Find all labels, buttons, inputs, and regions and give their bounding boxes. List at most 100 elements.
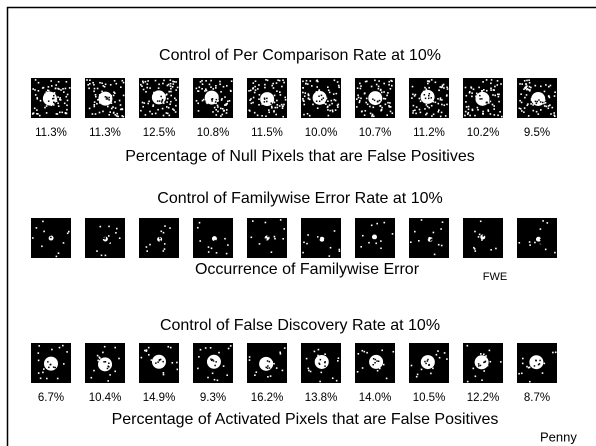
speckle <box>172 86 174 88</box>
speckle <box>114 101 116 103</box>
speckle <box>434 254 436 256</box>
activation-speck <box>160 240 162 242</box>
speckle <box>41 246 43 248</box>
speckle <box>548 105 550 107</box>
speckle <box>276 82 278 84</box>
activation-speck <box>217 236 219 238</box>
speckle <box>337 106 339 108</box>
speckle <box>63 242 65 244</box>
activation <box>372 235 377 240</box>
brain-image <box>193 218 233 258</box>
activation <box>98 357 112 371</box>
speckle <box>336 93 338 95</box>
speckle <box>227 101 229 103</box>
activation <box>475 355 489 369</box>
brain-image <box>409 218 449 258</box>
speckle <box>441 99 443 101</box>
brain-image <box>517 343 557 383</box>
brain-image <box>31 78 71 118</box>
speckle <box>329 92 331 94</box>
speckle <box>478 87 480 89</box>
speckle <box>217 111 219 113</box>
speckle <box>392 233 394 235</box>
activation-speck <box>429 93 431 95</box>
speckle <box>467 381 469 383</box>
speckle <box>527 105 529 107</box>
speckle <box>62 88 64 90</box>
activation-speck <box>214 240 216 242</box>
speckle <box>173 83 175 85</box>
speckle <box>412 112 414 114</box>
speckle <box>424 108 426 110</box>
speckle <box>158 87 160 89</box>
speckle <box>151 113 153 115</box>
speckle <box>446 358 448 360</box>
speckle <box>375 243 377 245</box>
speckle <box>123 82 125 84</box>
speckle <box>412 86 414 88</box>
activation-speck <box>159 100 161 102</box>
speckle <box>393 351 395 353</box>
speckle <box>327 86 329 88</box>
speckle <box>99 112 101 114</box>
speckle <box>115 107 117 109</box>
activation-speck <box>47 361 49 363</box>
speckle <box>46 378 48 380</box>
speckle <box>226 85 228 87</box>
speckle <box>416 376 418 378</box>
activation-speck <box>161 100 163 102</box>
speckle <box>148 347 150 349</box>
speckle <box>306 243 308 245</box>
activation <box>421 90 435 104</box>
activation-speck <box>159 236 161 238</box>
speckle <box>122 80 124 82</box>
speckle <box>524 80 526 82</box>
speckle <box>431 115 433 117</box>
speckle <box>524 107 526 109</box>
speckle <box>545 102 547 104</box>
speckle <box>57 96 59 98</box>
speckle <box>175 81 177 83</box>
speckle <box>501 116 503 118</box>
speckle <box>383 83 385 85</box>
speckle <box>58 105 60 107</box>
speckle <box>42 221 44 223</box>
speckle <box>114 80 116 82</box>
speckle <box>427 106 429 108</box>
speckle <box>116 228 118 230</box>
activation-speck <box>427 360 429 362</box>
activation-speck <box>267 360 269 362</box>
speckle <box>307 234 309 236</box>
activation-speck <box>424 361 426 363</box>
activation-speck <box>267 365 269 367</box>
speckle <box>208 246 210 248</box>
speckle <box>42 87 44 89</box>
activation-speck <box>160 359 162 361</box>
speckle <box>102 352 104 354</box>
speckle <box>229 100 231 102</box>
speckle <box>146 87 148 89</box>
activation-speck <box>49 234 51 236</box>
speckle <box>540 228 542 230</box>
activation-speck <box>162 243 164 245</box>
speckle <box>376 223 378 225</box>
speckle <box>265 115 267 117</box>
speckle <box>366 352 368 354</box>
speckle <box>482 90 484 92</box>
speckle <box>249 110 251 112</box>
speckle <box>198 356 200 358</box>
speckle <box>339 249 341 251</box>
speckle <box>436 354 438 356</box>
speckle <box>101 82 103 84</box>
activation-speck <box>430 236 432 238</box>
speckle <box>380 89 382 91</box>
activation-speck <box>266 101 268 103</box>
speckle <box>471 96 473 98</box>
activation-speck <box>323 97 325 99</box>
speckle <box>220 115 222 117</box>
speckle <box>55 88 57 90</box>
speckle <box>321 372 323 374</box>
speckle <box>211 248 213 250</box>
speckle <box>202 83 204 85</box>
speckle <box>432 368 434 370</box>
